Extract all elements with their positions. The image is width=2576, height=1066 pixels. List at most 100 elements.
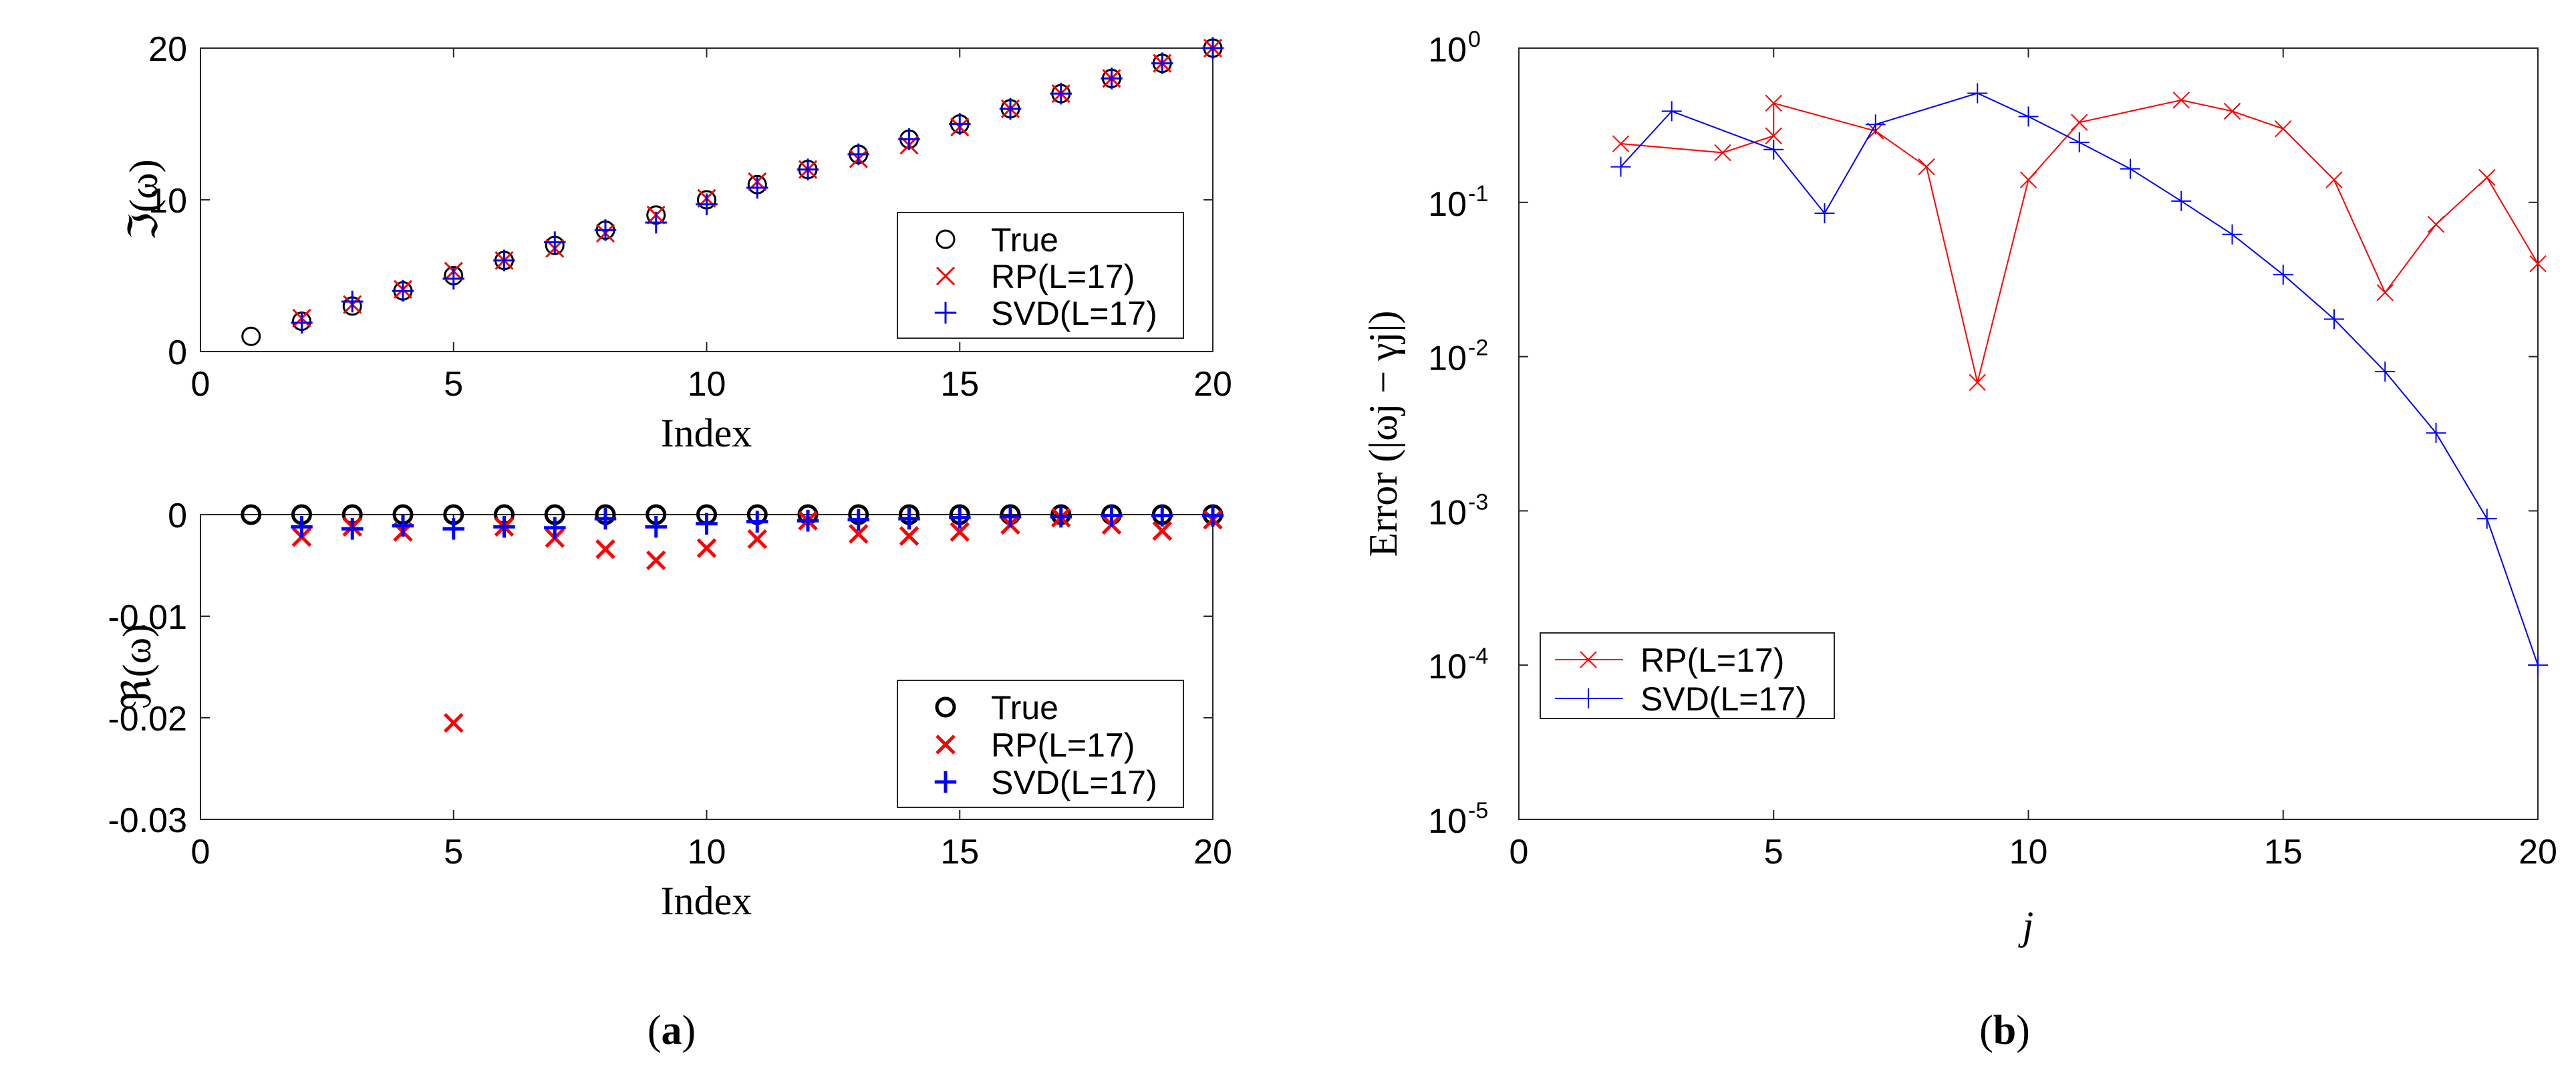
chart-a-bottom: 0 5 10 15 20 0 -0.01 -0.02 -0.03 Index ℜ(ω) TrueRP(…	[108, 497, 1232, 923]
x-axis-label: Index	[661, 411, 752, 455]
y-tick-label: 0	[168, 334, 187, 372]
data-point	[696, 538, 717, 558]
data-point	[2222, 224, 2243, 245]
y-tick-label: -0.02	[108, 700, 187, 739]
data-point	[544, 231, 566, 253]
data-point	[1969, 374, 1986, 391]
data-point	[443, 712, 464, 733]
data-point	[747, 529, 768, 549]
data-point	[696, 193, 718, 216]
x-tick-label: 10	[2009, 833, 2048, 872]
y-tick-exponent: 0	[1468, 27, 1481, 52]
legend-marker	[936, 229, 956, 249]
legend-label: True	[991, 689, 1058, 726]
data-point	[746, 176, 768, 199]
x-tick-label: 20	[2519, 833, 2557, 872]
y-tick-label: 20	[148, 30, 187, 69]
y-tick-exponent: -1	[1468, 181, 1488, 207]
x-axis-label: Index	[661, 879, 752, 923]
data-point	[2324, 309, 2344, 329]
data-point	[1050, 82, 1072, 105]
data-point	[1865, 114, 1886, 135]
x-tick-label: 0	[191, 833, 210, 872]
data-point	[2120, 158, 2140, 179]
data-point	[1763, 139, 1784, 160]
data-point	[2529, 255, 2547, 273]
y-tick-exponent: -3	[1468, 489, 1488, 515]
data-point	[847, 509, 869, 531]
y-tick-label: 10	[1428, 648, 1467, 686]
y-tick-label: 10	[1428, 31, 1467, 70]
legend-label: RP(L=17)	[1640, 642, 1784, 679]
data-point	[2172, 92, 2190, 109]
caption-a: (a)	[648, 1008, 696, 1053]
data-point	[595, 539, 615, 559]
data-point	[2478, 168, 2496, 186]
data-point	[392, 279, 414, 302]
series-svd-l-17-	[291, 505, 1224, 540]
data-point	[291, 311, 313, 334]
data-point	[797, 509, 819, 532]
x-tick-label: 10	[688, 365, 726, 404]
data-point	[999, 98, 1022, 120]
data-point	[646, 550, 666, 571]
data-point	[1101, 505, 1123, 527]
x-tick-label: 0	[1510, 833, 1529, 872]
data-point	[2018, 106, 2039, 127]
legend-label: True	[991, 221, 1058, 259]
data-point	[341, 290, 364, 313]
data-point	[291, 515, 313, 538]
data-point	[999, 505, 1022, 528]
data-point	[1765, 94, 1782, 112]
x-tick-label: 15	[940, 833, 979, 872]
y-tick-label: 10	[148, 182, 187, 221]
data-point	[1814, 203, 1835, 224]
data-point	[2426, 422, 2446, 443]
y-tick-exponent: -2	[1468, 336, 1488, 361]
legend-marker	[1578, 688, 1598, 708]
y-tick-label: -0.01	[108, 598, 187, 637]
data-point	[1050, 505, 1072, 528]
y-tick-label: 10	[1428, 802, 1467, 841]
data-point	[1201, 37, 1224, 59]
data-point	[2528, 655, 2548, 676]
data-point	[2019, 171, 2037, 188]
x-tick-label: 10	[688, 833, 726, 872]
data-point	[1918, 158, 1935, 176]
data-point	[949, 113, 971, 135]
data-point	[1151, 505, 1173, 527]
data-point	[2273, 264, 2293, 285]
data-point	[392, 515, 414, 537]
x-axis-label: j	[2018, 904, 2034, 948]
data-point	[899, 526, 919, 546]
data-point	[1101, 68, 1123, 90]
y-axis-label: Error (|ωj − γj|)	[1361, 311, 1405, 557]
legend-marker	[1580, 651, 1597, 668]
legend-label: RP(L=17)	[991, 726, 1135, 764]
x-tick-label: 15	[940, 365, 979, 404]
data-point	[2223, 102, 2241, 120]
data-point	[1661, 101, 1682, 122]
data-point	[2376, 284, 2394, 301]
x-tick-label: 5	[444, 833, 463, 872]
data-point	[1610, 156, 1631, 177]
x-tick-label: 5	[1764, 833, 1783, 872]
series-rp-l-17-	[1612, 92, 2547, 391]
data-point	[1151, 52, 1173, 74]
data-point	[594, 219, 617, 241]
data-point	[442, 518, 464, 540]
data-point	[2171, 190, 2192, 211]
series-svd-l-17-	[1610, 83, 2548, 676]
data-point	[544, 517, 566, 539]
data-point	[797, 158, 819, 180]
data-point	[949, 507, 971, 529]
x-tick-label: 5	[444, 365, 463, 404]
data-point	[2427, 216, 2445, 233]
data-point	[1765, 127, 1782, 144]
chart-a-top: 0 5 10 15 20 0 10 20 Index ℑ(ω) TrueRP(L=17)SVD(L=…	[122, 30, 1232, 455]
data-point	[2476, 509, 2497, 529]
data-point	[341, 518, 364, 540]
legend-label: SVD(L=17)	[991, 764, 1157, 801]
data-point	[241, 504, 262, 525]
